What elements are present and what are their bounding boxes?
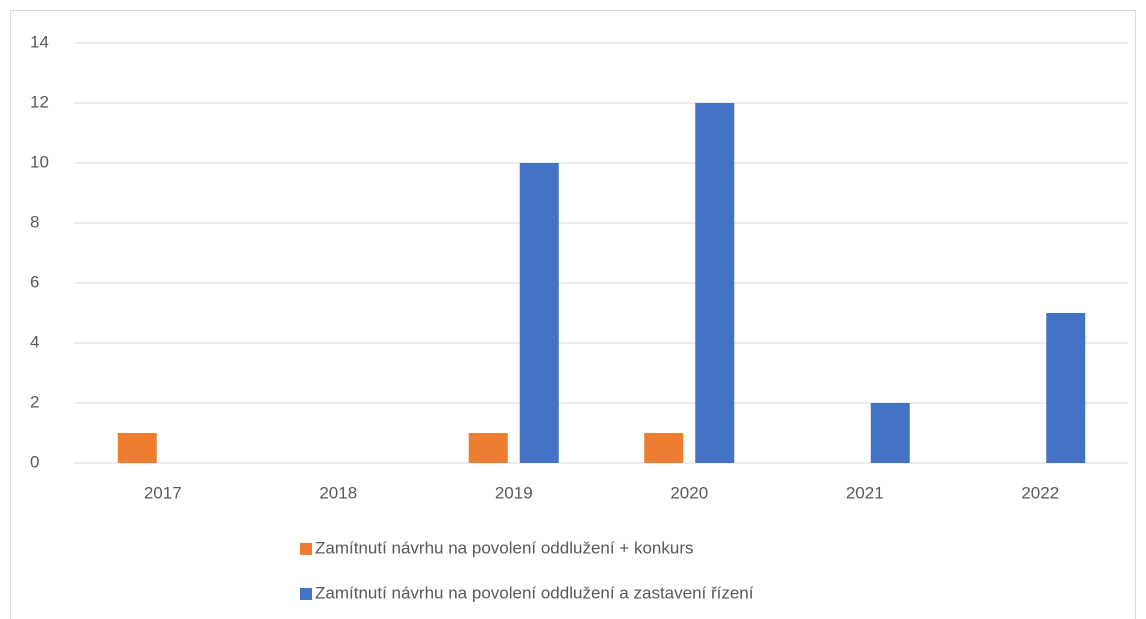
y-tick-label: 4: [30, 332, 39, 351]
x-tick-label: 2022: [1021, 483, 1059, 502]
x-tick-label: 2017: [144, 483, 182, 502]
y-tick-label: 6: [30, 272, 39, 291]
x-tick-label: 2019: [495, 483, 533, 502]
y-tick-label: 12: [30, 92, 49, 111]
x-tick-label: 2021: [846, 483, 884, 502]
legend-label: Zamítnutí návrhu na povolení oddlužení +…: [315, 538, 693, 557]
legend-swatch: [300, 588, 312, 600]
y-tick-label: 0: [30, 452, 39, 471]
y-tick-label: 14: [30, 32, 49, 51]
bar: [1046, 313, 1086, 463]
legend-swatch: [300, 543, 312, 555]
bar: [644, 433, 684, 463]
bar: [468, 433, 508, 463]
y-tick-label: 10: [30, 152, 49, 171]
bar: [695, 103, 735, 463]
bar: [519, 163, 559, 463]
bar: [870, 403, 910, 463]
x-tick-label: 2018: [319, 483, 357, 502]
bar: [117, 433, 157, 463]
chart-border: [10, 10, 1136, 619]
y-tick-label: 2: [30, 392, 39, 411]
y-tick-label: 8: [30, 212, 39, 231]
x-tick-label: 2020: [670, 483, 708, 502]
legend-label: Zamítnutí návrhu na povolení oddlužení a…: [315, 583, 754, 602]
